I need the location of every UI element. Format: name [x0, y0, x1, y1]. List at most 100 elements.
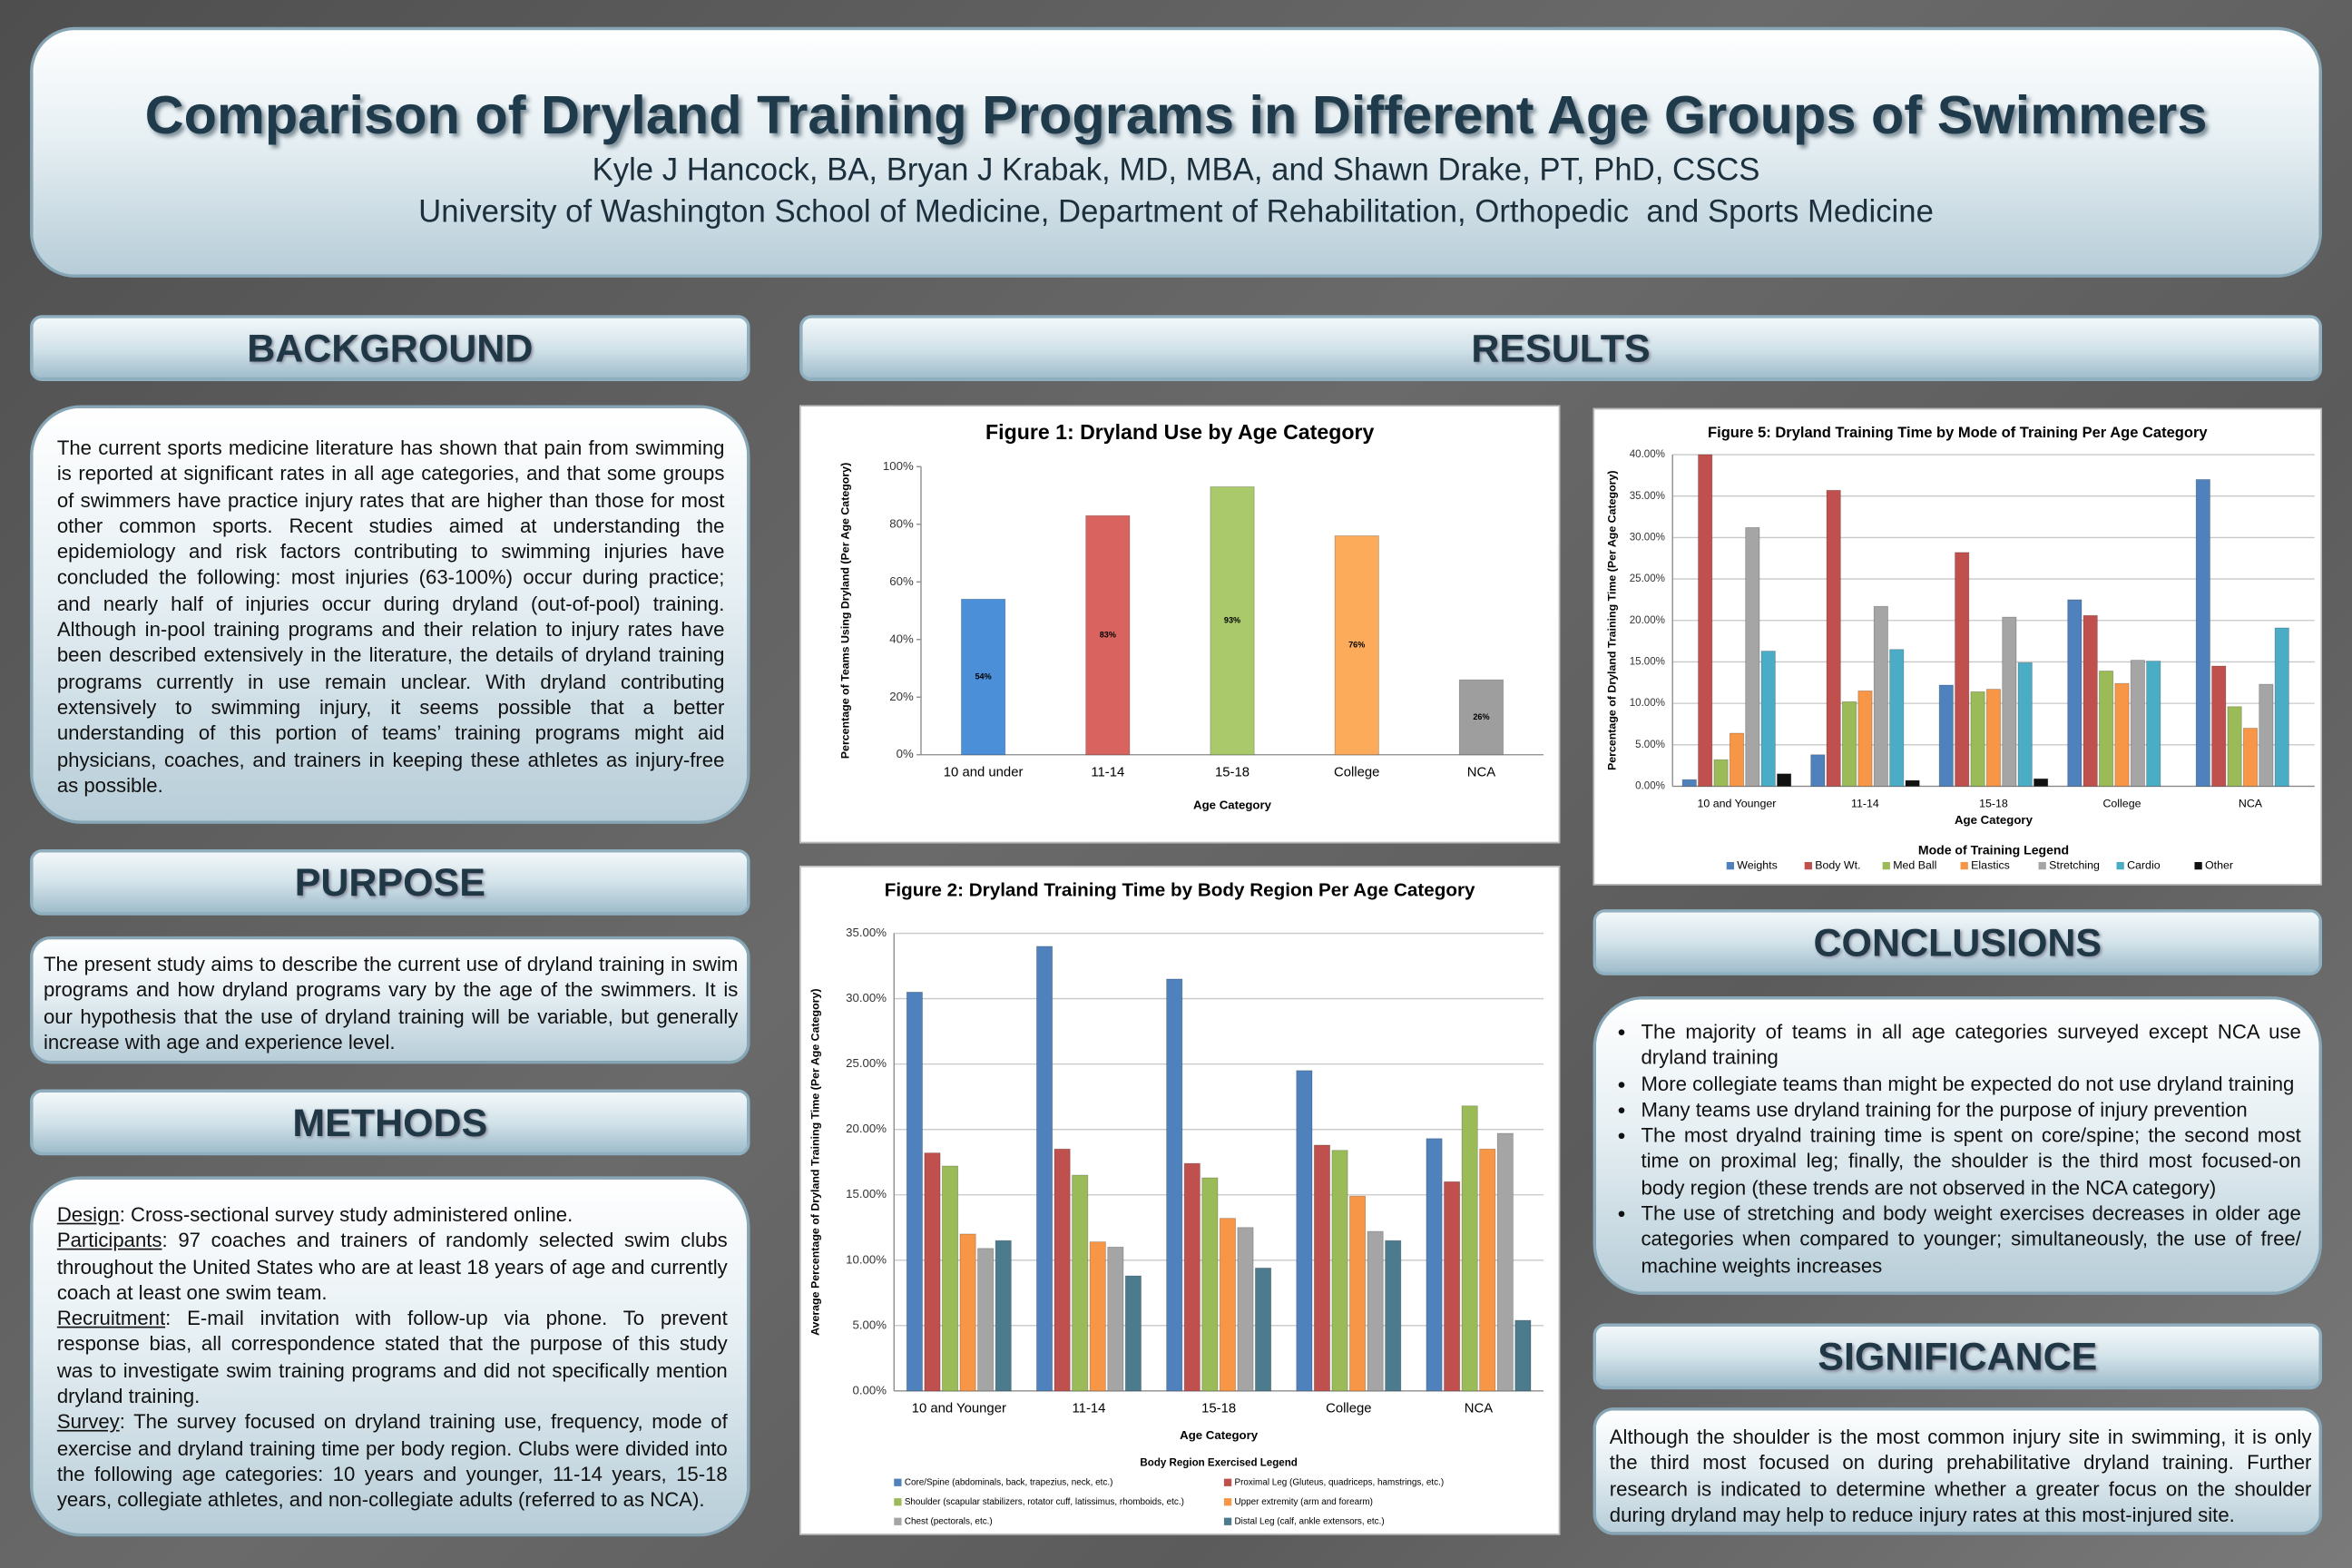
bar	[1889, 649, 1905, 787]
methods-item: Recruitment: E-mail invitation with foll…	[57, 1306, 728, 1409]
header-box: Comparison of Dryland Training Programs …	[30, 26, 2322, 278]
legend-swatch	[1882, 861, 1890, 870]
x-axis-title: Age Category	[1193, 798, 1272, 811]
bar	[2082, 614, 2098, 787]
bar	[1873, 605, 1888, 787]
bar	[2034, 778, 2049, 787]
legend-label: Stretching	[2049, 858, 2100, 871]
bar	[2002, 616, 2017, 787]
y-tick-label: 100%	[883, 459, 914, 473]
affiliation: University of Washington School of Medic…	[418, 194, 1934, 230]
background-box: The current sports medicine literature h…	[30, 405, 750, 824]
y-tick-label: 30.00%	[846, 991, 887, 1004]
legend-swatch	[1223, 1517, 1232, 1525]
chart: Figure 5: Dryland Training Time by Mode …	[1605, 424, 2315, 871]
y-axis-title: Percentage of Teams Using Dryland (Per A…	[839, 463, 852, 759]
x-tick-label: College	[2102, 798, 2141, 810]
bar	[1036, 946, 1054, 1392]
x-tick-label: 11-14	[1091, 766, 1124, 780]
y-tick-label: 35.00%	[1630, 491, 1665, 502]
methods-label: Design	[56, 1203, 120, 1226]
methods-detail: : The survey focused on dryland training…	[56, 1411, 728, 1512]
bar	[1842, 701, 1857, 787]
chart-title: Figure 2: Dryland Training Time by Body …	[885, 880, 1475, 901]
bar	[1313, 1144, 1330, 1392]
legend-label: Proximal Leg (Gluteus, quadriceps, hamst…	[1235, 1477, 1445, 1487]
methods-detail: : 97 coaches and trainers of randomly se…	[56, 1229, 728, 1304]
legend-label: Distal Leg (calf, ankle extensors, etc.)	[1235, 1516, 1385, 1526]
legend-swatch	[1223, 1478, 1232, 1486]
methods-detail: : Cross-sectional survey study administe…	[119, 1203, 573, 1226]
section-heading: CONCLUSIONS	[1592, 909, 2322, 975]
y-tick-label: 25.00%	[846, 1056, 887, 1070]
methods-item: Survey: The survey focused on dryland tr…	[57, 1409, 728, 1513]
x-tick-label: 11-14	[1073, 1402, 1106, 1416]
x-tick-label: 10 and Younger	[912, 1402, 1006, 1416]
x-tick-label: 15-18	[1979, 798, 2008, 810]
x-tick-label: NCA	[2239, 798, 2263, 810]
legend-swatch	[894, 1517, 902, 1525]
legend-swatch	[894, 1498, 902, 1506]
methods-label: Participants	[56, 1229, 162, 1252]
y-tick-label: 10.00%	[1630, 698, 1665, 709]
conclusion-item: The majority of teams in all age categor…	[1641, 1019, 2300, 1071]
x-tick-label: 15-18	[1201, 1402, 1236, 1416]
y-tick-label: 15.00%	[1630, 657, 1665, 668]
x-axis-title: Age Category	[1955, 813, 2034, 827]
bar	[1210, 486, 1255, 756]
bar	[1334, 535, 1379, 756]
bar	[1514, 1319, 1532, 1392]
legend-swatch	[2038, 861, 2046, 870]
bar	[2114, 682, 2130, 787]
section-heading: BACKGROUND	[30, 315, 750, 382]
y-tick-label: 15.00%	[846, 1187, 887, 1200]
x-tick-label: 10 and under	[944, 766, 1024, 780]
value-label: 26%	[1473, 712, 1489, 721]
y-tick-label: 5.00%	[853, 1318, 887, 1331]
y-axis-title: Average Percentage of Dryland Training T…	[809, 988, 822, 1335]
significance-box: Although the shoulder is the most common…	[1592, 1407, 2322, 1535]
bar	[1072, 1174, 1089, 1392]
bar	[1713, 759, 1729, 787]
legend-label: Med Ball	[1893, 858, 1936, 871]
y-tick-label: 20%	[889, 690, 914, 703]
x-tick-label: 15-18	[1215, 766, 1250, 780]
bar	[2099, 671, 2114, 787]
bar	[1745, 527, 1760, 787]
x-tick-label: College	[1326, 1402, 1371, 1416]
y-tick-label: 20.00%	[1630, 615, 1665, 626]
legend-swatch	[2194, 861, 2202, 870]
value-label: 83%	[1100, 630, 1116, 639]
methods-item: Design: Cross-sectional survey study adm…	[57, 1202, 728, 1229]
x-tick-label: 10 and Younger	[1698, 798, 1777, 810]
bar	[1729, 732, 1745, 787]
background-text: The current sports medicine literature h…	[56, 436, 725, 797]
y-tick-label: 60%	[889, 574, 914, 588]
legend-label: Cardio	[2127, 858, 2161, 871]
bar	[995, 1240, 1012, 1392]
x-tick-label: College	[1334, 766, 1379, 780]
legend-title: Mode of Training Legend	[1918, 842, 2069, 857]
value-label: 93%	[1224, 616, 1240, 625]
bar	[1385, 1240, 1402, 1392]
bar	[1810, 754, 1826, 787]
figure-panel: Figure 1: Dryland Use by Age Category 0% 2…	[799, 405, 1561, 844]
bar	[1183, 1162, 1200, 1392]
bar	[2067, 599, 2082, 787]
bar	[1826, 489, 1841, 787]
y-tick-label: 0%	[897, 747, 914, 760]
legend-label: Upper extremity (arm and forearm)	[1235, 1497, 1373, 1507]
section-heading: PURPOSE	[30, 848, 750, 916]
authors: Kyle J Hancock, BA, Bryan J Krabak, MD, …	[592, 152, 1760, 188]
bar	[2017, 662, 2033, 787]
legend-label: Chest (pectorals, etc.)	[905, 1516, 993, 1526]
chart: Figure 2: Dryland Training Time by Body …	[809, 880, 1544, 1526]
legend-label: Other	[2205, 858, 2233, 871]
bar	[1255, 1268, 1272, 1392]
conclusions-list: The majority of teams in all age categor…	[1611, 1019, 2300, 1279]
x-tick-label: NCA	[1465, 1402, 1493, 1416]
y-tick-label: 30.00%	[1630, 532, 1665, 543]
purpose-text: The present study aims to describe the c…	[43, 953, 739, 1054]
